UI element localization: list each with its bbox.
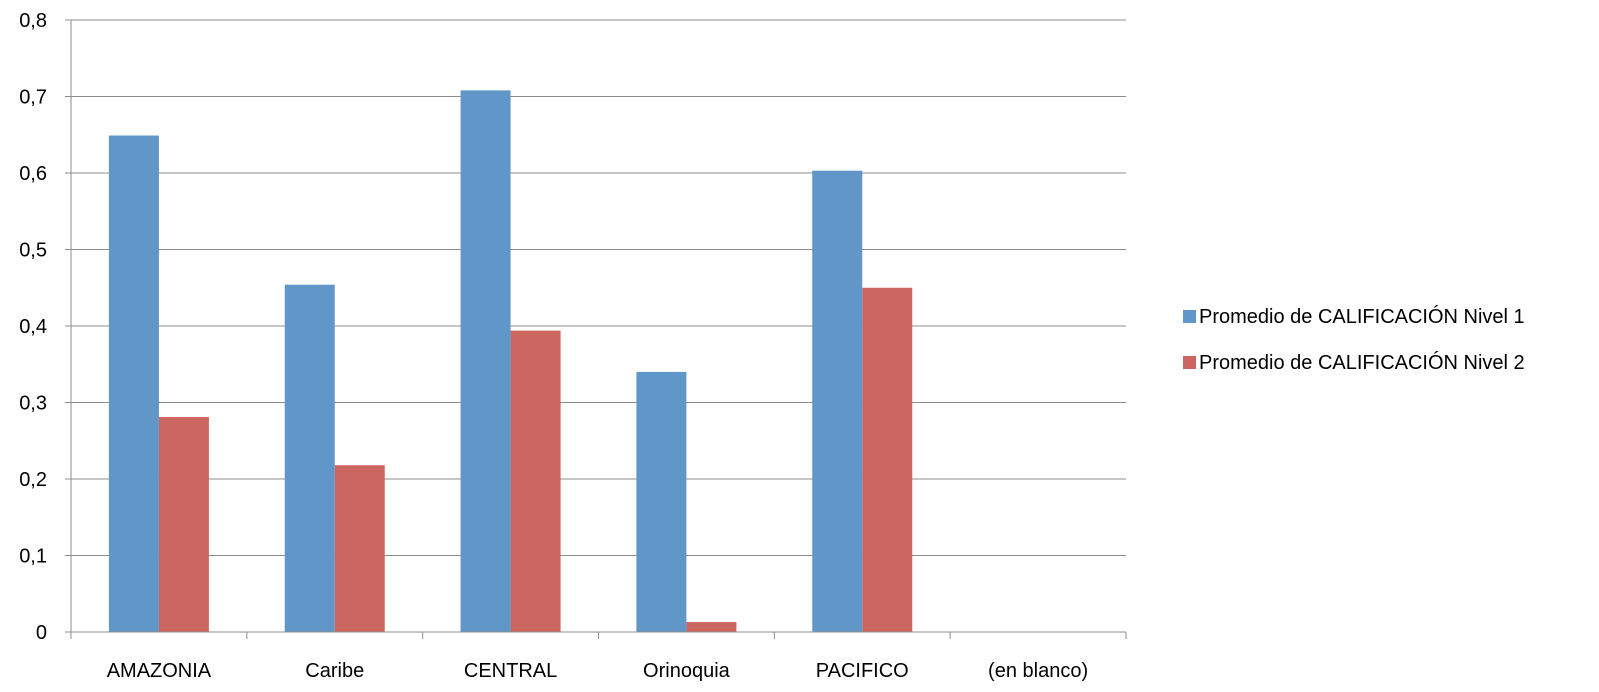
legend-label: Promedio de CALIFICACIÓN Nivel 1 bbox=[1199, 305, 1525, 328]
x-tick-label: AMAZONIA bbox=[107, 660, 212, 682]
bar-2-orinoquia bbox=[686, 622, 737, 632]
x-tick-label: Caribe bbox=[305, 660, 364, 682]
bar-1-orinoquia bbox=[636, 371, 687, 632]
bar-2-caribe bbox=[334, 465, 385, 632]
gridlines bbox=[71, 19, 1126, 556]
x-tick-label: CENTRAL bbox=[464, 660, 557, 682]
x-axis-tick-labels: AMAZONIA Caribe CENTRAL Orinoquia PACIFICO (e… bbox=[107, 660, 1088, 682]
y-axis-tick-labels: 0 0,1 0,2 0,3 0,4 0,5 0,6 0,7 0,8 bbox=[19, 10, 47, 644]
bar-1-caribe bbox=[284, 284, 335, 632]
axes bbox=[65, 19, 1127, 639]
y-tick-label: 0,1 bbox=[19, 546, 47, 568]
y-tick-label: 0,4 bbox=[19, 316, 47, 338]
legend-swatch bbox=[1183, 310, 1196, 323]
bars bbox=[108, 90, 913, 632]
legend-label: Promedio de CALIFICACIÓN Nivel 2 bbox=[1199, 351, 1525, 374]
bar-1-amazonia bbox=[108, 135, 159, 632]
y-tick-label: 0,8 bbox=[19, 10, 47, 32]
y-tick-label: 0 bbox=[36, 622, 47, 644]
legend-swatch bbox=[1183, 356, 1196, 369]
x-tick-label: (en blanco) bbox=[988, 660, 1088, 682]
bar-1-central bbox=[460, 90, 511, 632]
bar-2-central bbox=[510, 330, 561, 632]
y-tick-label: 0,3 bbox=[19, 393, 47, 415]
x-tick-label: Orinoquia bbox=[643, 660, 731, 682]
y-tick-label: 0,6 bbox=[19, 163, 47, 185]
bar-1-pacifico bbox=[812, 170, 863, 632]
legend: Promedio de CALIFICACIÓN Nivel 1 Promedio… bbox=[1183, 305, 1525, 374]
x-tick-label: PACIFICO bbox=[816, 660, 909, 682]
y-tick-label: 0,7 bbox=[19, 87, 47, 109]
y-tick-label: 0,2 bbox=[19, 469, 47, 491]
y-tick-label: 0,5 bbox=[19, 240, 47, 262]
bar-2-pacifico bbox=[862, 287, 913, 632]
bar-2-amazonia bbox=[158, 417, 209, 632]
